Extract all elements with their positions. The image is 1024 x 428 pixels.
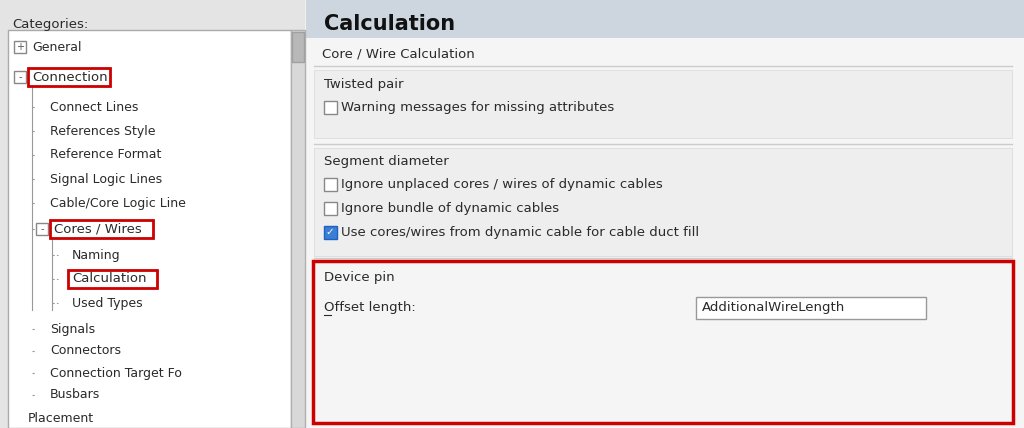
Bar xyxy=(14,41,26,53)
Bar xyxy=(306,0,1024,38)
Bar xyxy=(36,223,48,235)
Text: Naming: Naming xyxy=(72,249,121,262)
Text: Warning messages for missing attributes: Warning messages for missing attributes xyxy=(341,101,614,113)
Text: References Style: References Style xyxy=(50,125,156,137)
Text: Ignore bundle of dynamic cables: Ignore bundle of dynamic cables xyxy=(341,202,559,214)
Text: Signals: Signals xyxy=(50,323,95,336)
Text: Busbars: Busbars xyxy=(50,389,100,401)
Bar xyxy=(324,226,337,239)
Bar xyxy=(306,38,1024,428)
Bar xyxy=(0,0,305,428)
Text: Cores / Wires: Cores / Wires xyxy=(54,223,141,235)
Text: Calculation: Calculation xyxy=(324,14,455,34)
Bar xyxy=(324,202,337,215)
Text: Calculation: Calculation xyxy=(72,273,146,285)
Text: Cable/Core Logic Line: Cable/Core Logic Line xyxy=(50,196,186,209)
Bar xyxy=(314,70,1012,138)
Text: AdditionalWireLength: AdditionalWireLength xyxy=(702,301,845,315)
Text: Use cores/wires from dynamic cable for cable duct fill: Use cores/wires from dynamic cable for c… xyxy=(341,226,699,238)
Text: Used Types: Used Types xyxy=(72,297,142,309)
Text: Connection Target Fo: Connection Target Fo xyxy=(50,366,182,380)
Bar xyxy=(291,30,305,428)
FancyBboxPatch shape xyxy=(68,270,157,288)
Text: Segment diameter: Segment diameter xyxy=(324,155,449,169)
Text: Core / Wire Calculation: Core / Wire Calculation xyxy=(322,48,475,60)
Text: Twisted pair: Twisted pair xyxy=(324,77,403,90)
Text: -: - xyxy=(40,224,44,234)
Text: Signal Logic Lines: Signal Logic Lines xyxy=(50,172,162,185)
FancyBboxPatch shape xyxy=(313,261,1013,423)
Text: +: + xyxy=(16,42,24,52)
Bar xyxy=(314,148,1012,256)
Text: Connect Lines: Connect Lines xyxy=(50,101,138,113)
Text: Placement: Placement xyxy=(28,413,94,425)
Text: Ignore unplaced cores / wires of dynamic cables: Ignore unplaced cores / wires of dynamic… xyxy=(341,178,663,190)
Text: Connection: Connection xyxy=(32,71,108,83)
Text: Categories:: Categories: xyxy=(12,18,88,31)
Text: Reference Format: Reference Format xyxy=(50,149,162,161)
Bar xyxy=(324,101,337,114)
Bar xyxy=(696,297,926,319)
Bar xyxy=(14,71,26,83)
Text: Device pin: Device pin xyxy=(324,271,394,285)
Bar xyxy=(292,32,304,62)
Bar xyxy=(324,178,337,191)
FancyBboxPatch shape xyxy=(28,68,110,86)
Text: ✓: ✓ xyxy=(326,227,335,237)
Text: Connectors: Connectors xyxy=(50,345,121,357)
Text: -: - xyxy=(18,72,22,82)
Bar xyxy=(8,30,291,428)
Text: General: General xyxy=(32,41,82,54)
Text: Offset length:: Offset length: xyxy=(324,301,416,315)
FancyBboxPatch shape xyxy=(50,220,153,238)
